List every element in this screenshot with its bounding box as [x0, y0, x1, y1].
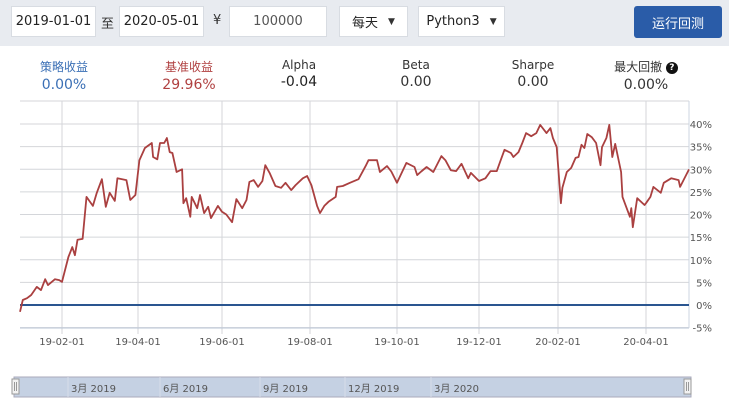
language-value: Python3	[426, 14, 480, 29]
stat-value: 0.00%	[41, 77, 87, 93]
navigator-label: 12月 2019	[348, 383, 399, 395]
capital-input[interactable]: 100000	[229, 6, 327, 37]
stat-3: Beta 0.00	[366, 58, 466, 90]
stat-1: 基准收益 29.96%	[139, 58, 239, 93]
stat-value: 29.96%	[162, 77, 216, 93]
end-date-input[interactable]: 2020-05-01	[119, 6, 204, 37]
frequency-value: 每天	[352, 16, 379, 31]
navigator-label: 3月 2019	[71, 383, 116, 395]
y-tick-label: 15%	[690, 233, 712, 244]
to-label: 至	[101, 17, 115, 32]
stat-label-text: Alpha	[281, 58, 317, 72]
stat-5: 最大回撤 ? 0.00%	[596, 58, 696, 93]
navigator-handle-right[interactable]	[683, 378, 692, 395]
caret-down-icon: ▼	[388, 16, 395, 27]
navigator-label: 9月 2019	[263, 383, 308, 395]
stat-label-text: 基准收益	[164, 60, 213, 74]
x-tick-label: 19-06-01	[199, 337, 244, 348]
stat-value: 0.00%	[623, 77, 669, 93]
y-tick-label: 30%	[690, 165, 712, 176]
y-tick-label: 20%	[690, 211, 712, 222]
stat-4: Sharpe 0.00	[483, 58, 583, 90]
stat-value: 0.00	[400, 74, 432, 90]
y-tick-label: 25%	[690, 188, 712, 199]
frequency-select[interactable]: 每天 ▼	[339, 6, 408, 37]
navigator-label: 6月 2019	[163, 383, 208, 395]
navigator-label: 3月 2020	[434, 383, 479, 395]
stat-label: Beta	[366, 58, 466, 72]
y-tick-label: 0%	[696, 301, 712, 312]
language-select[interactable]: Python3 ▼	[418, 6, 505, 37]
stat-label-text: Sharpe	[511, 58, 555, 72]
navigator-handle-left[interactable]	[11, 378, 20, 395]
stat-label: Sharpe	[483, 58, 583, 72]
stat-label-text: 最大回撤	[614, 60, 663, 74]
y-tick-label: 35%	[690, 143, 712, 154]
stat-0: 策略收益 0.00%	[14, 58, 114, 93]
caret-down-icon: ▼	[489, 16, 497, 27]
benchmark-line	[19, 124, 690, 313]
stat-2: Alpha -0.04	[249, 58, 349, 90]
stat-value: 0.00	[517, 74, 549, 90]
x-tick-label: 19-04-01	[115, 337, 160, 348]
x-tick-label: 19-08-01	[287, 337, 332, 348]
x-tick-label: 20-04-01	[623, 337, 668, 348]
stat-label: 策略收益	[14, 58, 114, 75]
y-tick-label: 10%	[690, 256, 712, 267]
stat-label-text: 策略收益	[39, 60, 88, 74]
currency-symbol: ¥	[213, 13, 222, 28]
y-tick-label: 5%	[696, 278, 712, 289]
y-tick-label: -5%	[693, 324, 712, 335]
question-circle-icon[interactable]: ?	[665, 62, 678, 74]
stat-label: 最大回撤 ?	[596, 58, 696, 75]
x-tick-label: 20-02-01	[535, 337, 580, 348]
y-tick-label: 40%	[690, 120, 712, 131]
x-tick-label: 19-02-01	[39, 337, 84, 348]
start-date-input[interactable]: 2019-01-01	[11, 6, 96, 37]
stat-label: Alpha	[249, 58, 349, 72]
toolbar: 2019-01-01 至 2020-05-01 ¥ 100000 每天 ▼ Pyt…	[0, 0, 729, 46]
stat-value: -0.04	[280, 74, 318, 90]
stat-label: 基准收益	[139, 58, 239, 75]
x-tick-label: 19-10-01	[374, 337, 419, 348]
x-tick-label: 19-12-01	[456, 337, 501, 348]
run-backtest-button[interactable]: 运行回测	[634, 6, 722, 38]
stat-label-text: Beta	[402, 58, 430, 72]
